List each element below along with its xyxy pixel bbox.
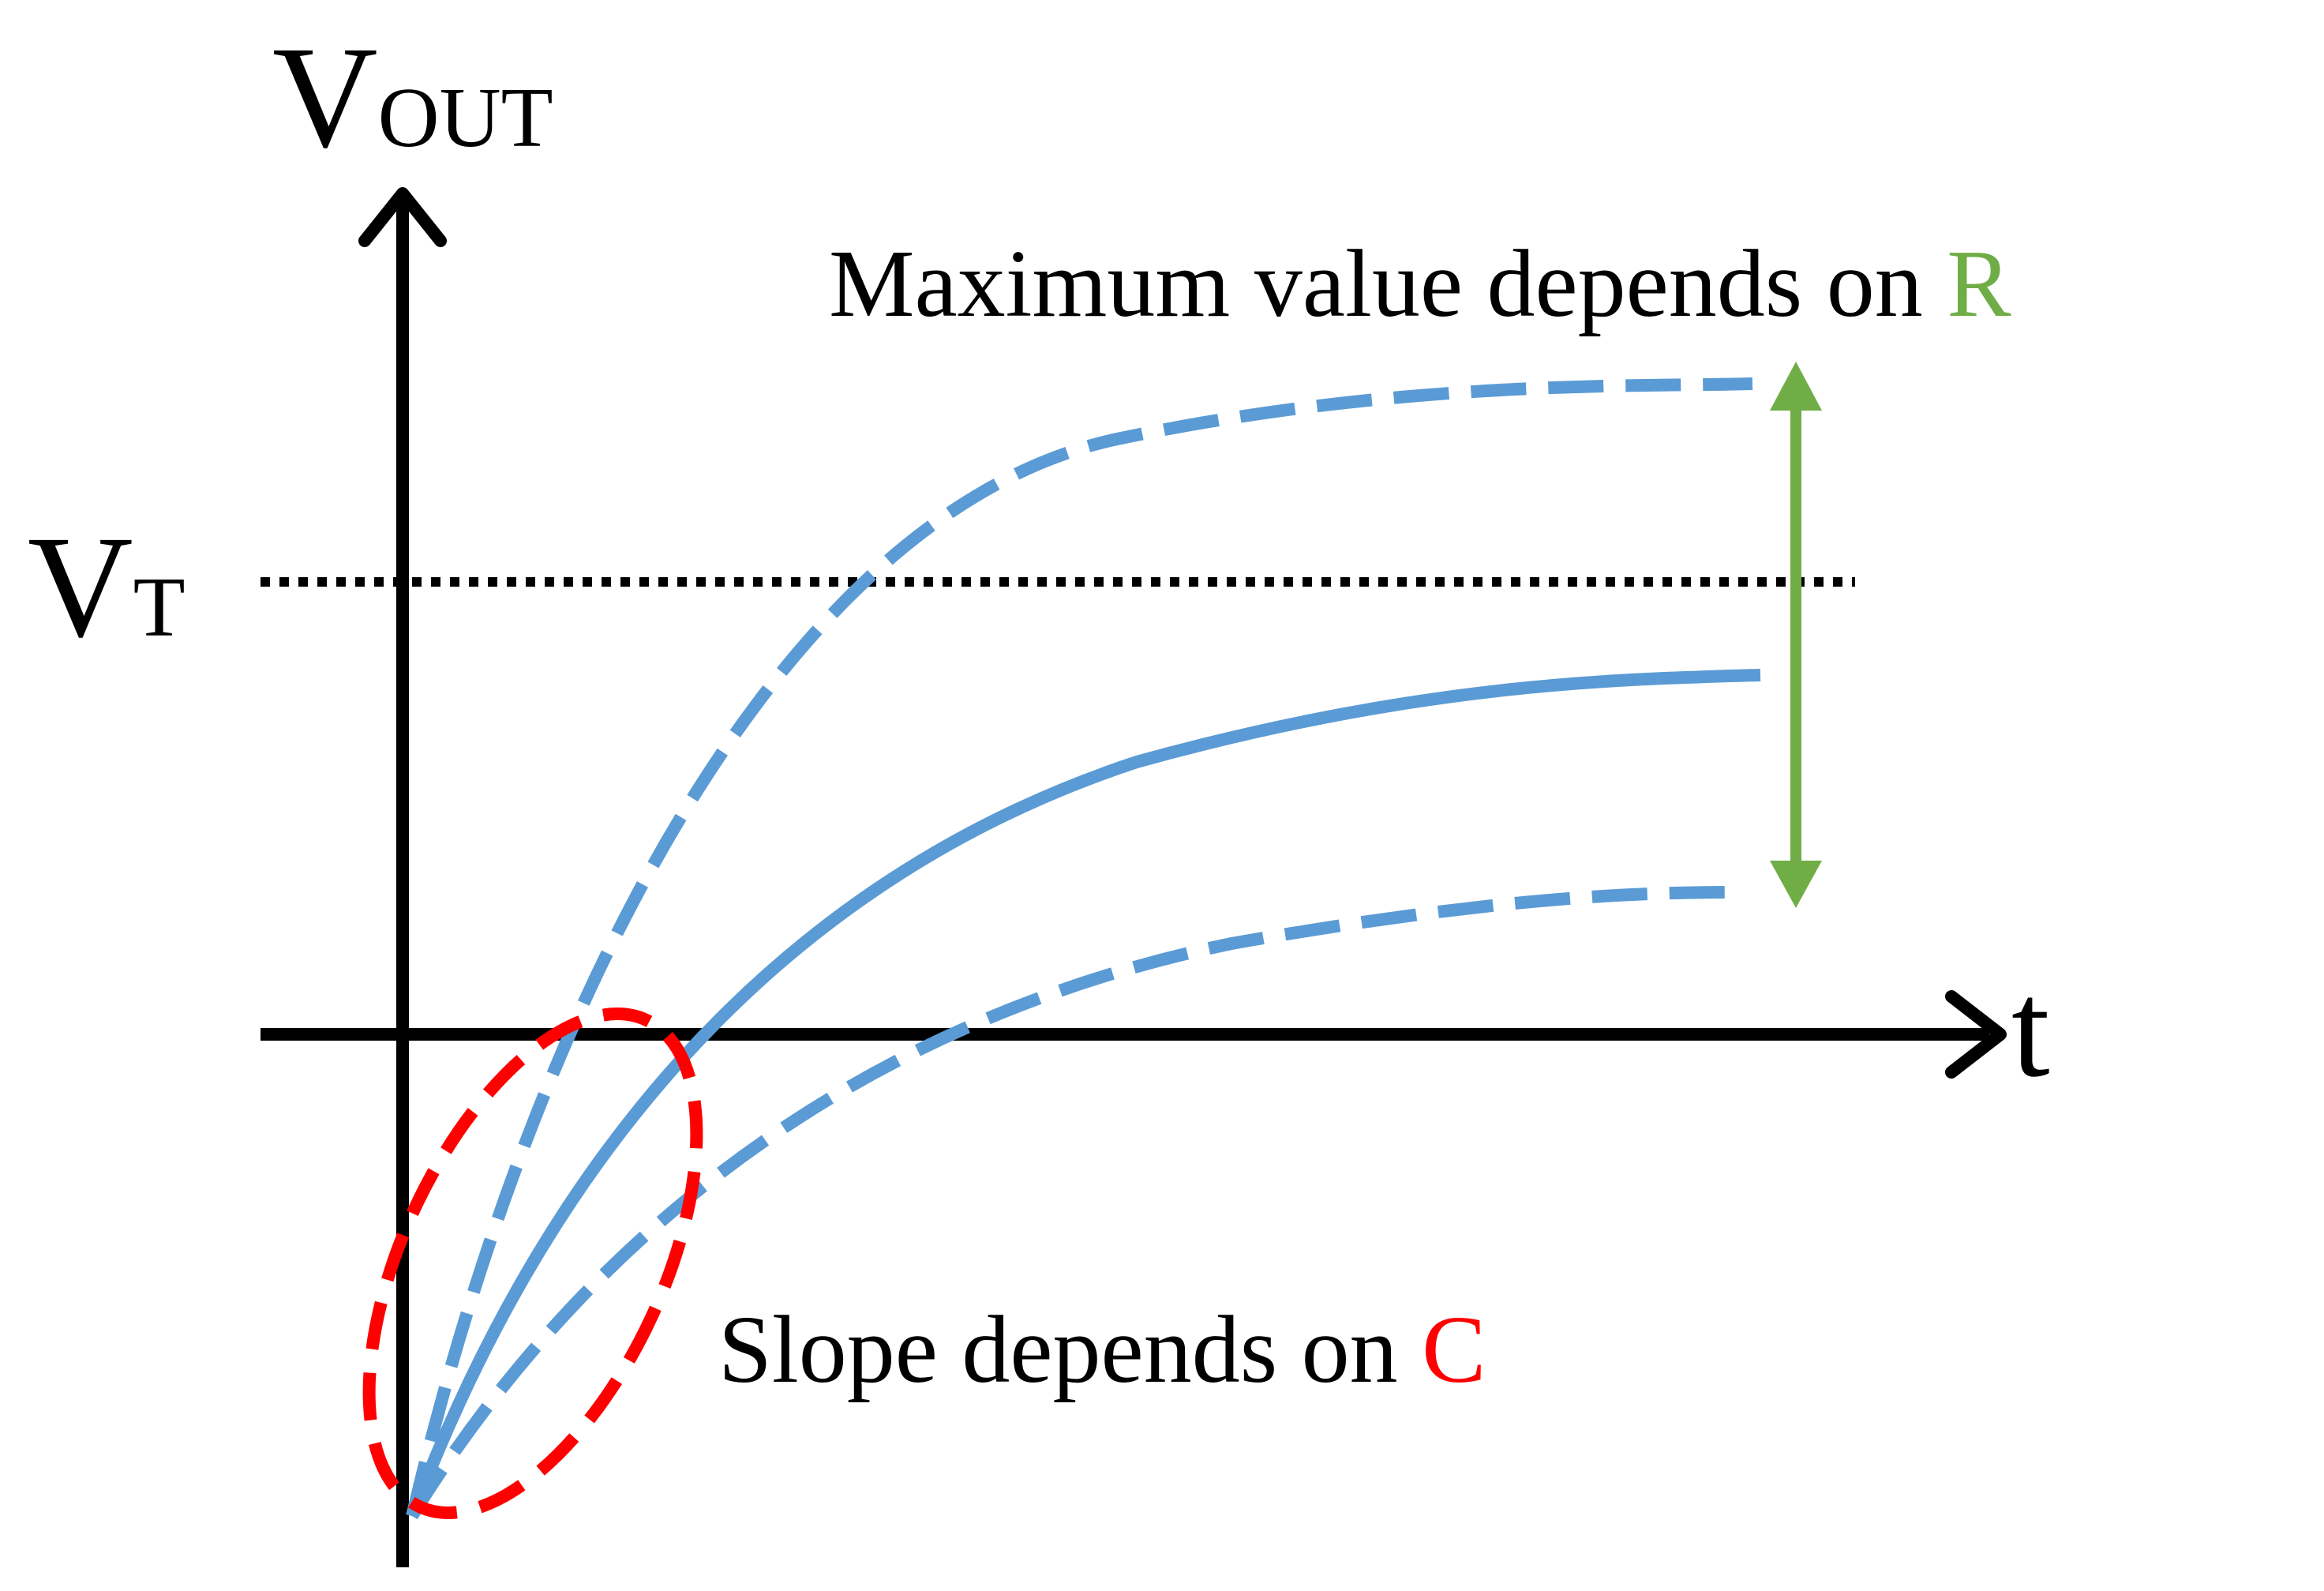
threshold-label: VT: [0, 0, 195, 668]
x-axis-arrowhead: [1945, 990, 2007, 1079]
max-value-text: Maximum value depends on: [829, 231, 1947, 337]
slope-text: Slope depends on: [718, 1296, 1422, 1403]
y-axis-label-sub: OUT: [378, 71, 553, 165]
max-value-var: R: [1947, 231, 2011, 337]
upper-curve: [406, 377, 1753, 1518]
lower-curve: [407, 886, 1737, 1520]
threshold-label-sub: T: [133, 561, 186, 655]
threshold-label-main: V: [28, 506, 133, 668]
middle-curve: [406, 669, 1761, 1518]
max-value-arrow-top: [1770, 362, 1822, 411]
y-axis-arrowhead: [358, 187, 447, 247]
max-value-annotation: Maximum value depends on R: [0, 0, 2083, 337]
max-value-arrow-bottom: [1770, 861, 1822, 908]
slope-annotation: Slope depends on C: [718, 1296, 1486, 1403]
y-axis-label-main: V: [272, 17, 378, 178]
slope-ellipse: [362, 1008, 703, 1519]
slope-var: C: [1422, 1296, 1486, 1403]
y-axis-label: VOUT: [0, 0, 563, 178]
x-axis-label: t: [2011, 952, 2050, 1105]
